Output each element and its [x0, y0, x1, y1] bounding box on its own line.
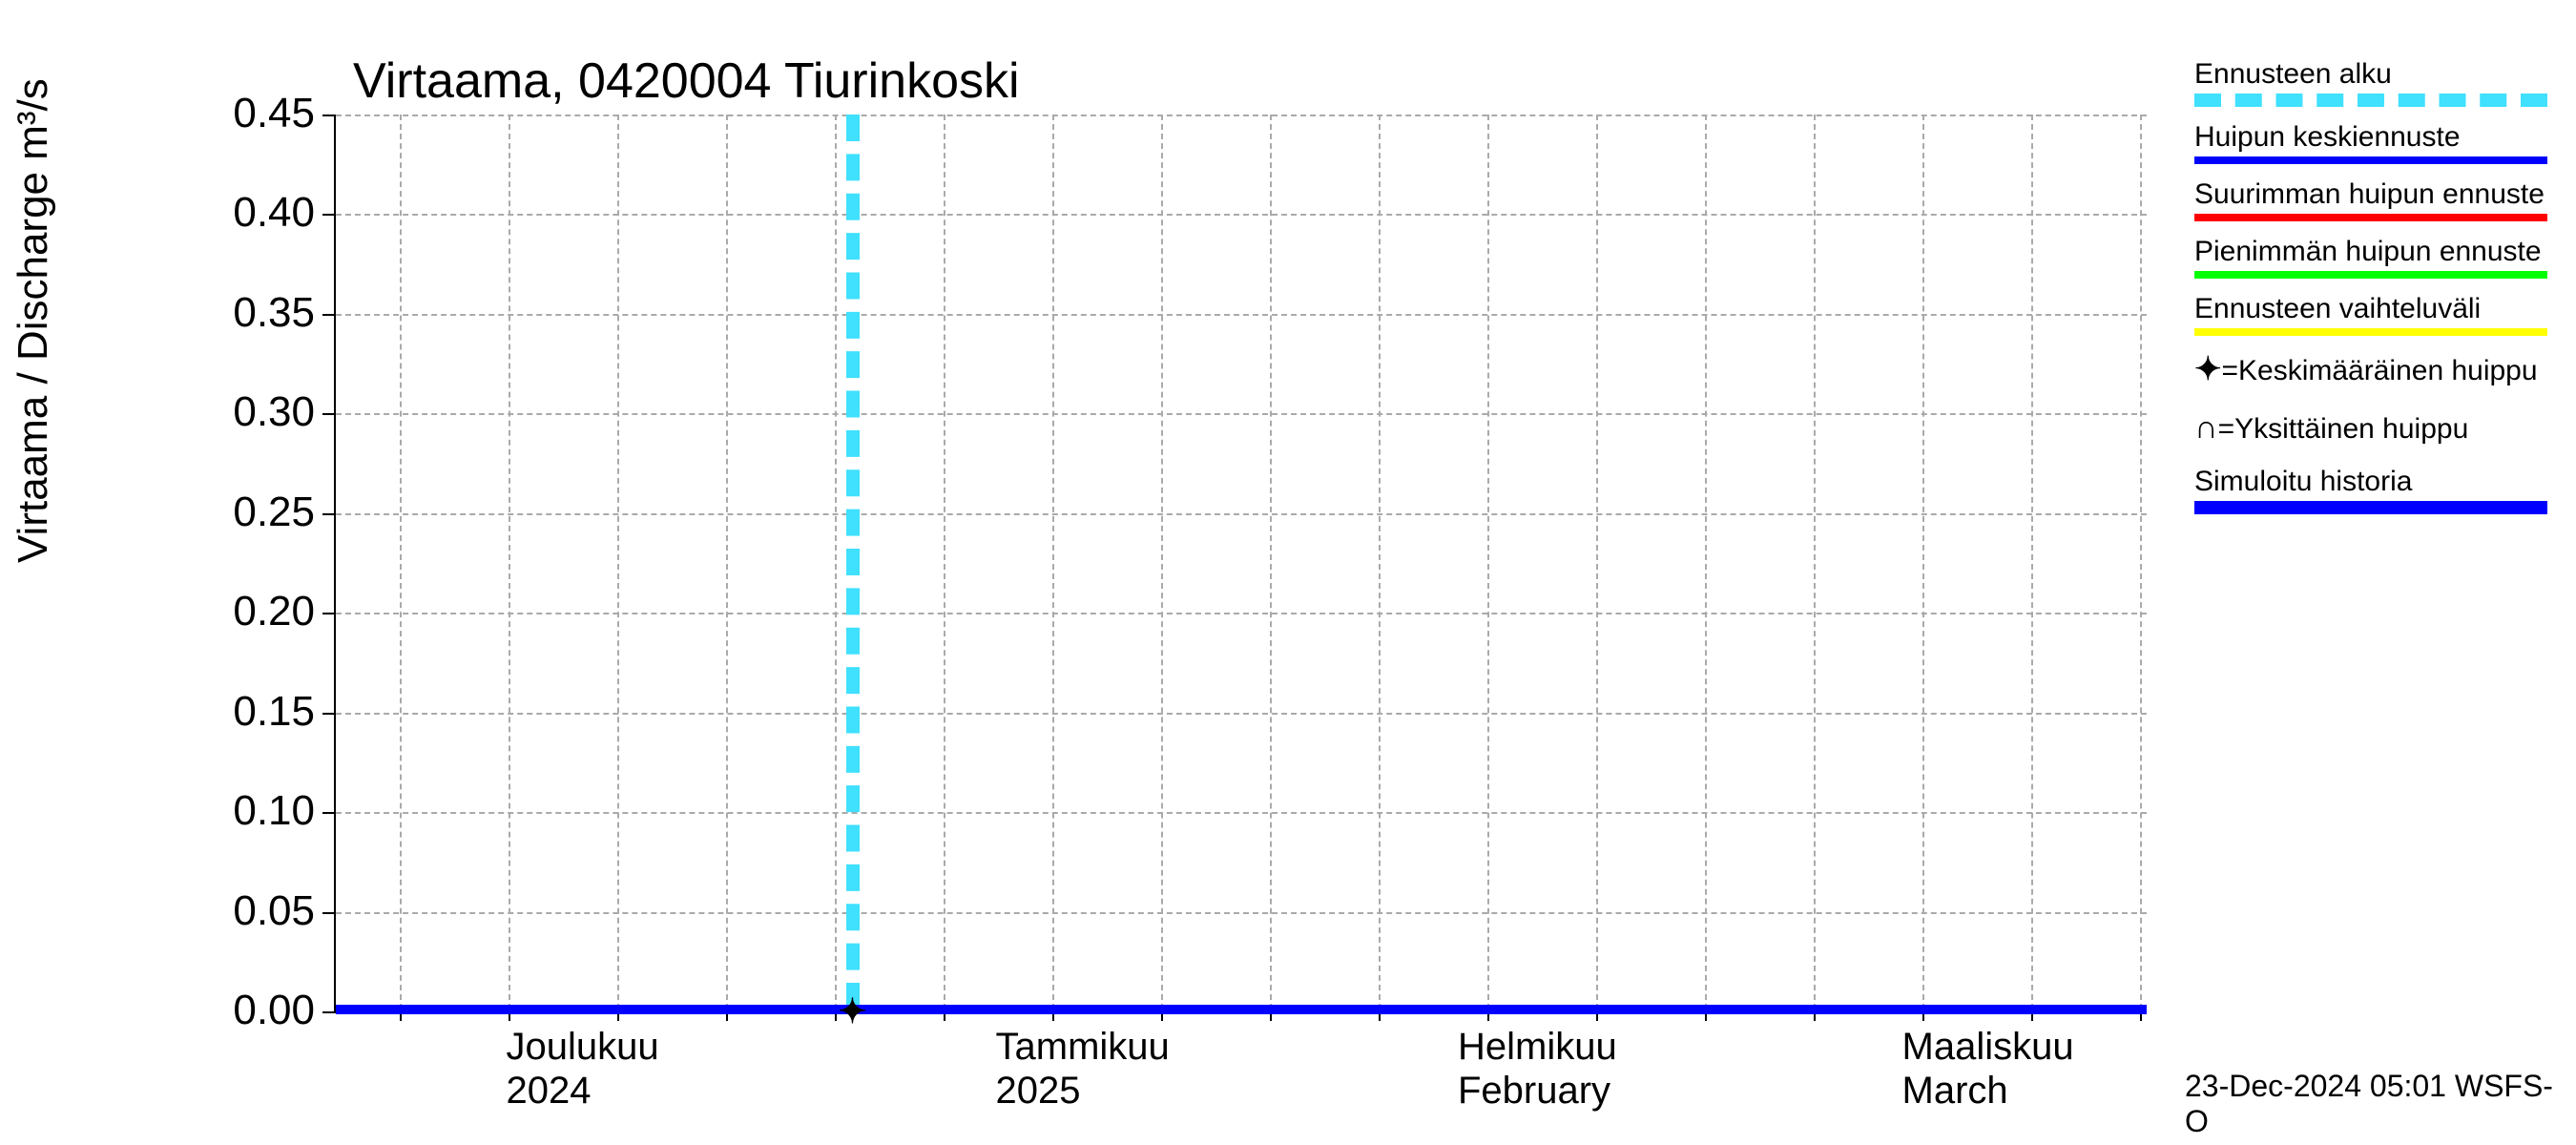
- legend-label: Huipun keskiennuste: [2194, 120, 2557, 155]
- gridline-h: [336, 613, 2147, 614]
- gridline-v: [1270, 114, 1272, 1010]
- legend-label: Simuloitu historia: [2194, 465, 2557, 499]
- gridline-h: [336, 314, 2147, 316]
- legend-symbol: ✦: [2194, 351, 2222, 387]
- legend-swatch: [2194, 214, 2547, 221]
- legend-item: Pienimmän huipun ennuste: [2194, 235, 2557, 279]
- legend-swatch: [2194, 501, 2547, 514]
- y-tick-label: 0.10: [172, 787, 315, 835]
- y-tick: [322, 1011, 336, 1013]
- gridline-v: [1814, 114, 1816, 1010]
- gridline-v: [1379, 114, 1381, 1010]
- y-tick: [322, 513, 336, 515]
- gridline-h: [336, 513, 2147, 515]
- x-tick-labels: Joulukuu2024 Tammikuu2025 HelmikuuFebruary…: [334, 1026, 2147, 1140]
- legend-text-item: ∩=Yksittäinen huippu: [2194, 407, 2557, 448]
- y-tick-label: 0.25: [172, 489, 315, 536]
- x-month-label: Tammikuu: [996, 1026, 1170, 1069]
- y-tick: [322, 114, 336, 116]
- legend-label: Ennusteen alku: [2194, 57, 2557, 92]
- gridline-v: [1922, 114, 1924, 1010]
- y-tick-labels: 0.000.050.100.150.200.250.300.350.400.45: [162, 114, 315, 1011]
- gridline-h: [336, 214, 2147, 216]
- plot-area: ✦: [334, 114, 2147, 1011]
- legend-label: Suurimman huipun ennuste: [2194, 177, 2557, 212]
- y-tick: [322, 812, 336, 814]
- legend-item: Simuloitu historia: [2194, 465, 2557, 514]
- legend-item: Ennusteen vaihteluväli: [2194, 292, 2557, 336]
- gridline-v: [1487, 114, 1489, 1010]
- y-tick-label: 0.30: [172, 388, 315, 436]
- gridline-v: [1596, 114, 1598, 1010]
- y-tick: [322, 413, 336, 415]
- gridline-h: [336, 413, 2147, 415]
- legend-swatch: [2194, 271, 2547, 279]
- chart-container: Virtaama, 0420004 Tiurinkoski Virtaama /…: [0, 0, 2576, 1145]
- gridline-v: [509, 114, 510, 1010]
- legend-label: Pienimmän huipun ennuste: [2194, 235, 2557, 269]
- x-month-sublabel: March: [1902, 1070, 2008, 1113]
- y-tick: [322, 214, 336, 216]
- gridline-v: [1052, 114, 1054, 1010]
- y-tick-label: 0.20: [172, 588, 315, 635]
- y-tick-label: 0.00: [172, 987, 315, 1034]
- legend-text-item: ✦=Keskimääräinen huippu: [2194, 349, 2557, 390]
- gridline-v: [944, 114, 945, 1010]
- gridline-v: [835, 114, 837, 1010]
- x-month-sublabel: 2025: [996, 1070, 1081, 1113]
- gridline-h: [336, 912, 2147, 914]
- legend-symbol: ∩: [2194, 409, 2218, 446]
- x-month-label: Helmikuu: [1458, 1026, 1617, 1069]
- x-month-label: Joulukuu: [507, 1026, 659, 1069]
- legend-swatch: [2194, 328, 2547, 336]
- x-month-sublabel: 2024: [507, 1070, 592, 1113]
- y-tick-label: 0.15: [172, 688, 315, 736]
- legend-swatch: [2194, 94, 2547, 107]
- forecast-start-line: [846, 114, 860, 1010]
- gridline-v: [2031, 114, 2033, 1010]
- y-tick: [322, 314, 336, 316]
- gridline-h: [336, 114, 2147, 116]
- gridline-v: [2140, 114, 2142, 1010]
- legend-symbol-label: =Yksittäinen huippu: [2218, 413, 2469, 445]
- gridline-h: [336, 713, 2147, 715]
- gridline-v: [617, 114, 619, 1010]
- y-tick-label: 0.05: [172, 887, 315, 935]
- footer-timestamp: 23-Dec-2024 05:01 WSFS-O: [2185, 1069, 2576, 1139]
- gridline-h: [336, 812, 2147, 814]
- y-tick-label: 0.45: [172, 90, 315, 137]
- y-tick: [322, 613, 336, 614]
- legend-symbol-label: =Keskimääräinen huippu: [2222, 355, 2538, 386]
- gridline-v: [400, 114, 402, 1010]
- gridline-v: [726, 114, 728, 1010]
- y-tick-label: 0.35: [172, 289, 315, 337]
- legend: Ennusteen alku Huipun keskiennuste Suurimm…: [2194, 57, 2557, 528]
- legend-item: Huipun keskiennuste: [2194, 120, 2557, 164]
- y-tick: [322, 713, 336, 715]
- legend-label: Ennusteen vaihteluväli: [2194, 292, 2557, 326]
- series-simulated-history: [336, 1005, 2147, 1014]
- chart-title: Virtaama, 0420004 Tiurinkoski: [353, 52, 1020, 110]
- legend-item: Ennusteen alku: [2194, 57, 2557, 107]
- gridline-v: [1705, 114, 1707, 1010]
- legend-item: Suurimman huipun ennuste: [2194, 177, 2557, 221]
- y-axis-label: Virtaama / Discharge m³/s: [10, 78, 57, 563]
- y-tick: [322, 912, 336, 914]
- x-month-label: Maaliskuu: [1902, 1026, 2074, 1069]
- y-tick-label: 0.40: [172, 189, 315, 237]
- x-month-sublabel: February: [1458, 1070, 1610, 1113]
- gridline-v: [1161, 114, 1163, 1010]
- legend-swatch: [2194, 156, 2547, 164]
